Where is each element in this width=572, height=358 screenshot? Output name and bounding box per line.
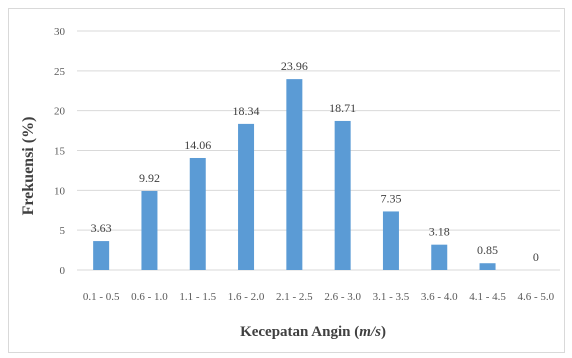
data-label: 0.85 (477, 243, 498, 257)
bar (334, 120, 351, 270)
x-tick-label: 1.1 - 1.5 (179, 291, 216, 303)
x-tick-label: 0.6 - 1.0 (131, 291, 168, 303)
data-label: 0 (533, 250, 539, 264)
bar (141, 190, 158, 270)
x-tick-label: 3.6 - 4.0 (421, 291, 458, 303)
data-label: 14.06 (184, 138, 211, 152)
gridlines (77, 30, 560, 271)
x-tick-label: 4.1 - 4.5 (469, 291, 506, 303)
x-tick-label: 2.1 - 2.5 (276, 291, 313, 303)
y-tick-label: 25 (54, 66, 66, 78)
y-axis-ticks: 0 5 10 15 20 25 30 (54, 26, 66, 277)
bar (189, 157, 206, 270)
bars (93, 79, 496, 271)
data-label: 23.96 (281, 59, 308, 73)
data-label: 18.71 (329, 101, 356, 115)
y-tick-label: 20 (54, 106, 66, 118)
bar-chart: 0 5 10 15 20 25 30 3.63 9.92 14.06 18.34 23.96 18.7… (20, 26, 560, 340)
bar (431, 244, 448, 270)
bar (93, 241, 110, 270)
x-tick-label: 0.1 - 0.5 (83, 291, 120, 303)
x-axis-ticks: 0.1 - 0.5 0.6 - 1.0 1.1 - 1.5 1.6 - 2.0 2.1 … (83, 291, 555, 303)
bar (286, 79, 303, 270)
data-label: 9.92 (139, 171, 160, 185)
x-tick-label: 2.6 - 3.0 (324, 291, 361, 303)
data-label: 3.63 (91, 221, 112, 235)
y-axis-title: Frekuensi (%) (20, 117, 37, 216)
x-tick-label: 1.6 - 2.0 (228, 291, 265, 303)
data-label: 18.34 (233, 104, 260, 118)
chart-frame: 0 5 10 15 20 25 30 3.63 9.92 14.06 18.34 23.96 18.7… (8, 8, 565, 353)
bar (479, 263, 496, 270)
y-tick-label: 15 (54, 146, 66, 158)
data-labels: 3.63 9.92 14.06 18.34 23.96 18.71 7.35 3.18 0.85… (91, 59, 539, 264)
data-label: 7.35 (380, 191, 401, 205)
y-tick-label: 30 (54, 26, 66, 38)
y-tick-label: 0 (60, 265, 66, 277)
y-tick-label: 10 (54, 185, 66, 197)
bar (382, 211, 399, 270)
bar (238, 123, 255, 271)
x-tick-label: 4.6 - 5.0 (518, 291, 555, 303)
x-axis-title: Kecepatan Angin (m/s) (240, 324, 386, 340)
data-label: 3.18 (429, 225, 450, 239)
y-tick-label: 5 (60, 225, 66, 237)
x-tick-label: 3.1 - 3.5 (373, 291, 410, 303)
